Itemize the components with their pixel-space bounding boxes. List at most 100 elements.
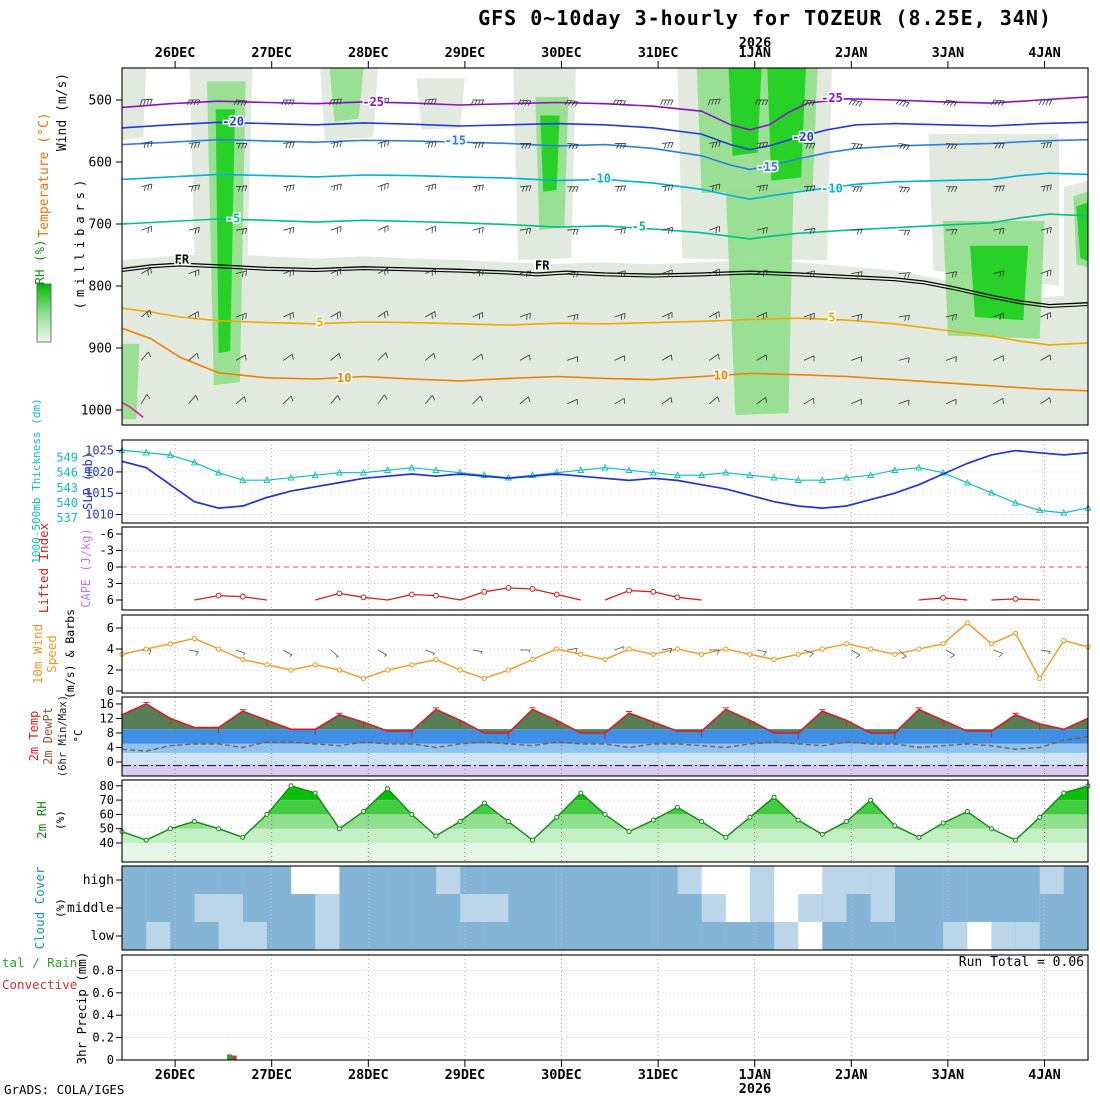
wind-barb <box>567 99 579 103</box>
thickness-marker <box>746 471 754 478</box>
wind-barb-tick <box>907 272 910 278</box>
wind-barb <box>235 185 247 188</box>
cloud-cell <box>870 894 895 922</box>
cloud-cell <box>629 894 654 922</box>
wind-barb <box>472 312 483 318</box>
wind-barb-tick <box>478 228 481 234</box>
wind-barb-tick <box>955 314 957 320</box>
wind-barb-tick <box>1046 228 1049 234</box>
li-marker <box>650 588 657 595</box>
wind-barb-tick <box>1046 185 1049 191</box>
ylabel-wind10-3: (m/s) & Barbs <box>63 609 77 699</box>
wind-barb-tick <box>998 143 1002 149</box>
rh-marker <box>409 811 415 817</box>
rh-marker <box>747 814 753 820</box>
cloud-cell <box>532 866 557 894</box>
wind-barb-halftick <box>528 649 531 653</box>
wind-barb-tick <box>951 272 954 278</box>
wind-barb <box>945 271 957 274</box>
wind-barb-tick <box>758 99 762 106</box>
wind-barb-tick <box>718 226 721 232</box>
contour-line--25 <box>122 96 1088 131</box>
wind-barb-tick <box>574 101 579 107</box>
wind-barb-tick <box>855 654 861 659</box>
wind-barb-tick <box>237 143 241 149</box>
wind-barb <box>993 99 1005 102</box>
wind10-marker <box>505 667 511 673</box>
wind-barb-tick <box>481 142 484 148</box>
wind-barb-tick <box>1002 398 1004 404</box>
wind-barb-tick <box>954 186 958 192</box>
wind-barb-tick <box>386 310 389 317</box>
cloud-cell <box>943 866 968 894</box>
wind-barb-tick <box>146 311 149 318</box>
wind-barb <box>330 352 340 361</box>
thickness-marker <box>480 471 488 478</box>
wind-barb <box>945 649 955 656</box>
wind-barb-tick <box>715 184 718 191</box>
wind-barb-tick <box>623 398 626 404</box>
wind-barb <box>235 312 247 318</box>
wind-barb <box>283 312 294 318</box>
cloud-cell <box>991 894 1016 922</box>
wind-barb-tick <box>810 271 812 278</box>
wind-barb <box>235 227 247 231</box>
cross-section-layer <box>122 68 1088 425</box>
slp-tick-label: 1015 <box>85 486 114 500</box>
wind10-tick-label: 2 <box>107 663 114 677</box>
wind-barb-tick <box>950 101 954 107</box>
wind-barb <box>377 225 389 231</box>
cloud-cell <box>315 894 340 922</box>
rh-shade-bright <box>970 245 1029 321</box>
rh-marker <box>1013 837 1018 843</box>
cloud-cell <box>218 922 243 950</box>
wind-barb <box>945 228 958 231</box>
wind-barb-tick <box>999 314 1001 320</box>
wind-barb-tick <box>526 271 528 278</box>
wind-barb-tick <box>950 186 954 192</box>
wind-barb-tick <box>999 228 1002 235</box>
rh-marker <box>988 826 994 832</box>
wind-barb-tick <box>856 186 860 192</box>
wind-barb <box>709 183 721 188</box>
wind10-marker <box>892 651 898 657</box>
date-label-bottom: 26DEC <box>155 1067 196 1083</box>
wind-barb <box>140 394 148 405</box>
wind-barb-tick <box>575 648 578 654</box>
wind-barb-tick <box>567 100 572 106</box>
wind-barb <box>756 269 768 274</box>
wind10-marker <box>771 656 777 663</box>
rh-tick-label: 50 <box>100 822 114 836</box>
ylabel-cloud-1: Cloud Cover <box>32 866 47 949</box>
rh-marker <box>844 819 849 824</box>
wind-barb-tick <box>474 99 478 106</box>
wind-barb <box>661 184 673 188</box>
cloud-cell <box>194 866 219 894</box>
wind-barb <box>519 270 531 274</box>
wind-barb-tick <box>385 352 389 358</box>
ylabel-wind: Wind (m/s) <box>55 73 70 151</box>
pressure-tick-label: 1000 <box>81 404 112 419</box>
wind10-marker <box>795 651 801 657</box>
wind-barb-tick <box>281 99 285 106</box>
wind-barb-tick <box>1049 397 1052 403</box>
wind10-marker <box>940 641 946 647</box>
wind-barb-tick <box>950 143 954 149</box>
wind-barb <box>567 647 578 651</box>
wind-barb-tick <box>240 143 244 149</box>
wind10-marker <box>626 646 632 652</box>
li-tick-label: -6 <box>100 527 114 541</box>
slp-tick-label: 1020 <box>85 465 114 479</box>
wind-barb <box>330 141 342 144</box>
wind-barb-tick <box>198 227 200 233</box>
thickness-marker <box>818 476 826 483</box>
wind-barb-tick <box>245 228 248 234</box>
rh-band <box>122 828 1088 843</box>
wind-barb-tick <box>765 142 768 148</box>
wind10-marker <box>143 646 149 652</box>
wind-barb-tick <box>1043 185 1046 192</box>
wind-barb <box>330 226 342 231</box>
wind-barb-tick <box>470 99 474 106</box>
wind-barb-tick <box>383 394 388 400</box>
wind-barb-tick <box>148 351 152 358</box>
